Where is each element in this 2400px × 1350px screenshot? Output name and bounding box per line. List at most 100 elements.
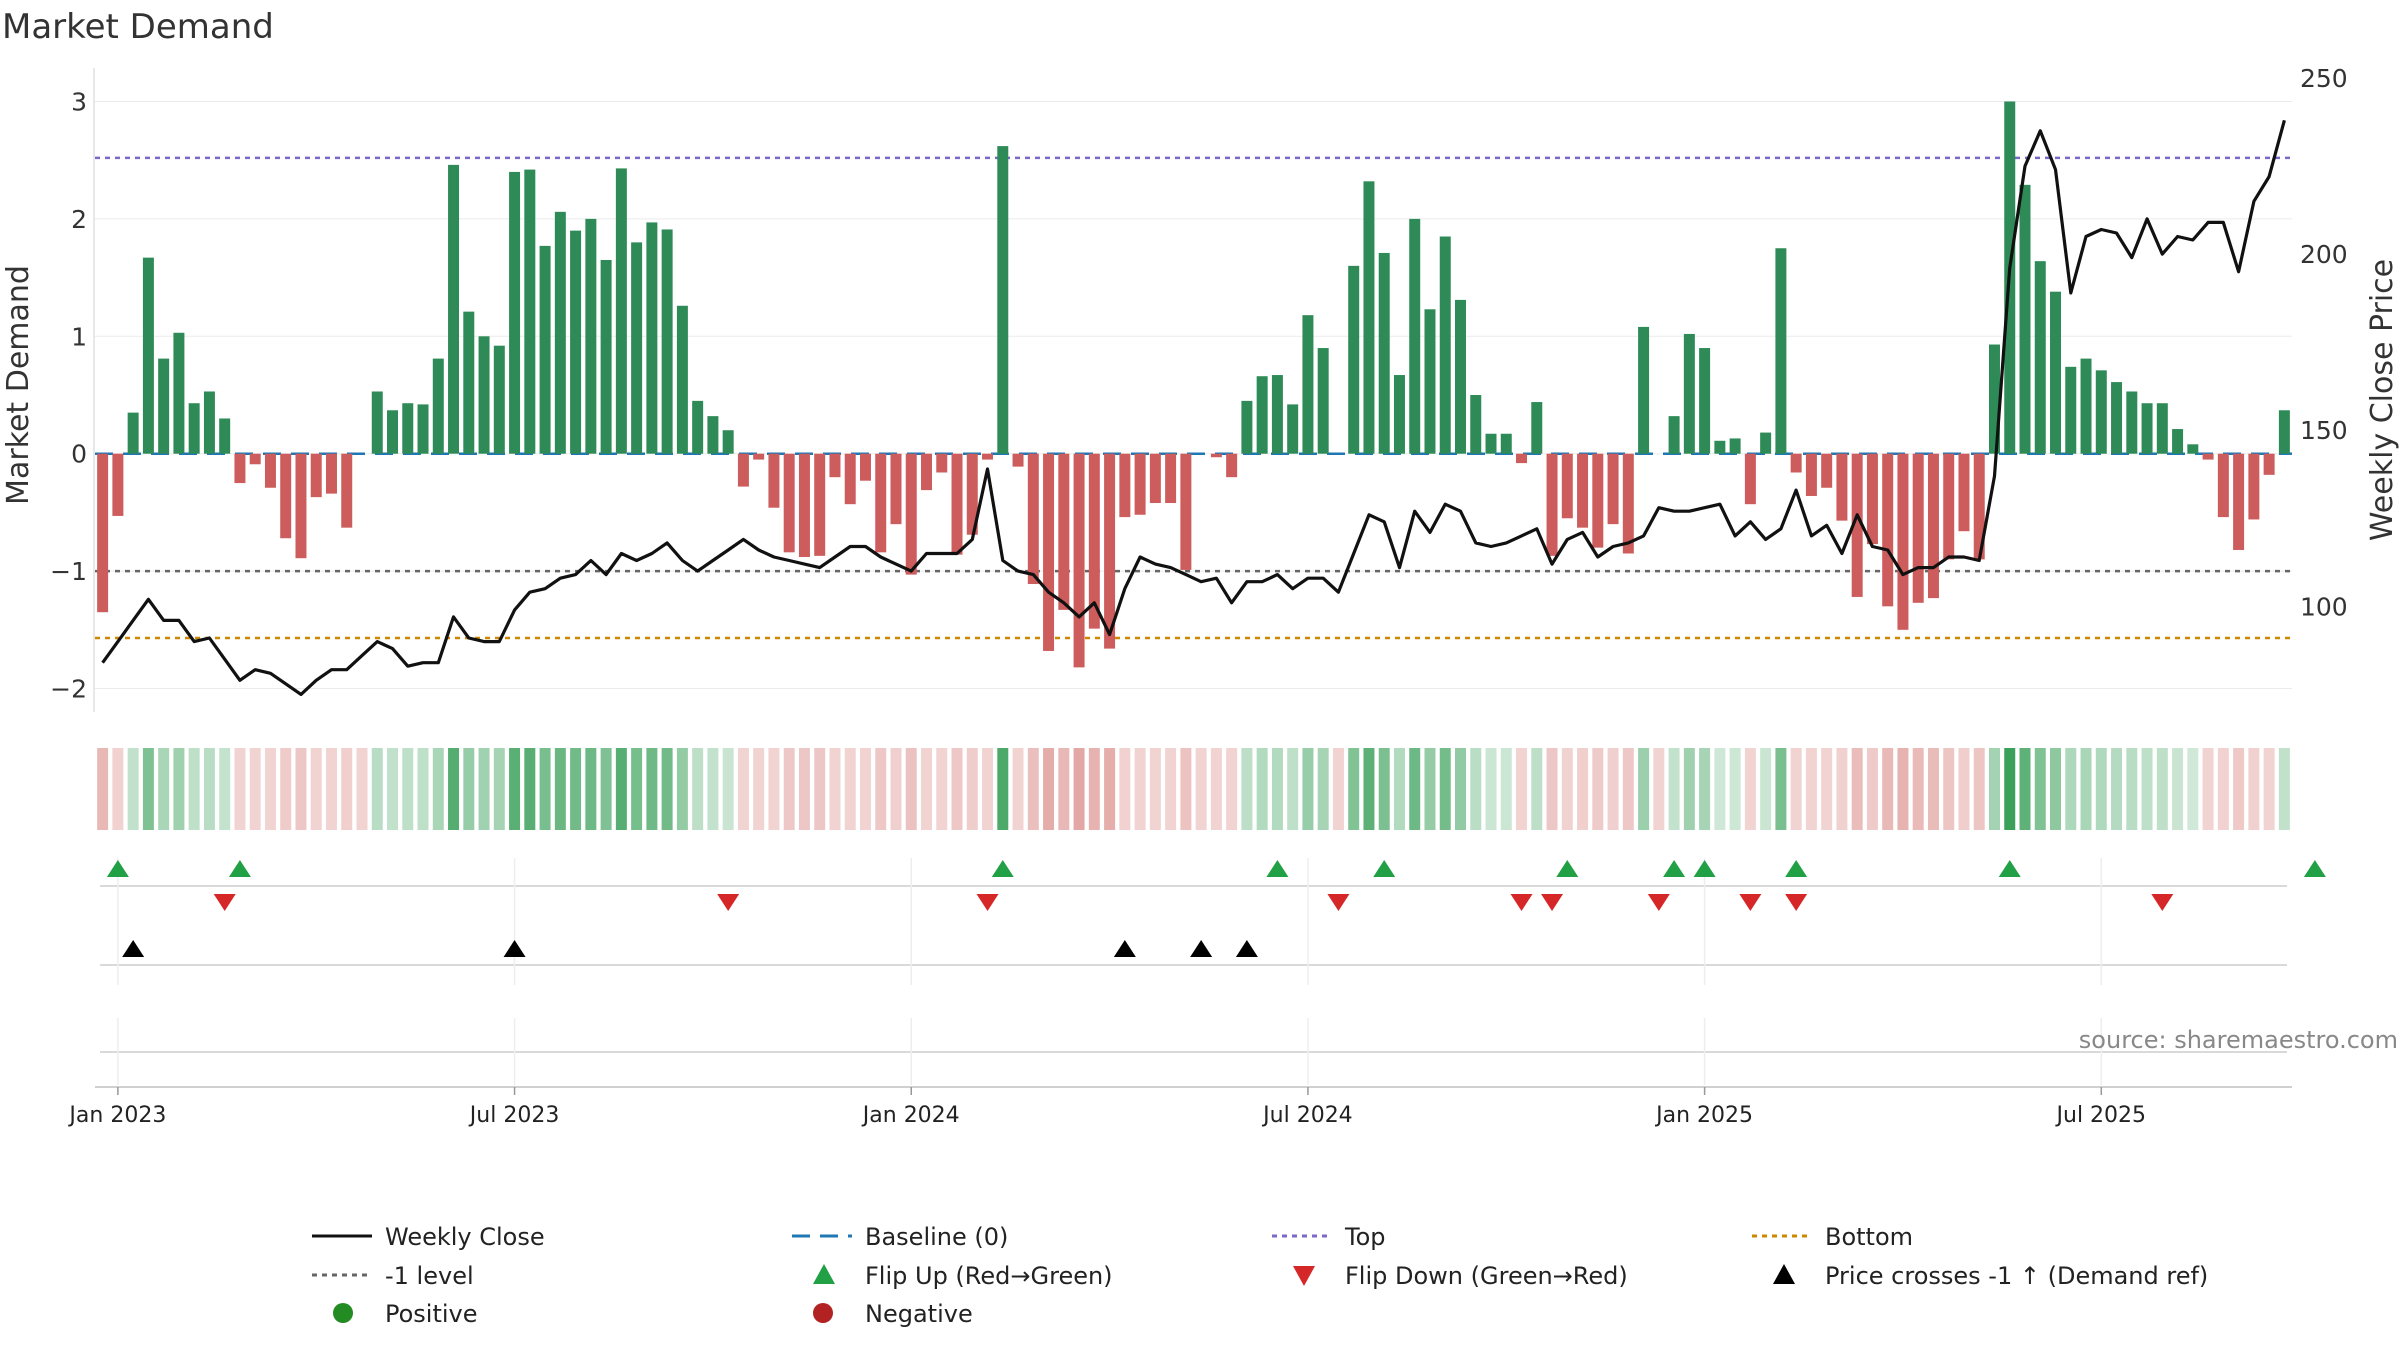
demand-bar — [737, 453, 749, 487]
demand-bar — [142, 257, 154, 454]
demand-bar — [768, 453, 780, 508]
legend-label-bottom: Bottom — [1825, 1223, 1913, 1251]
flip-down-marker — [1510, 894, 1533, 911]
strip-cell — [1180, 748, 1192, 830]
strip-cell — [1836, 748, 1848, 830]
weekly-close-series — [101, 119, 2286, 697]
strip-cell — [1104, 748, 1116, 830]
y-tick-label-left: 1 — [71, 322, 87, 351]
demand-bar — [371, 391, 383, 454]
legend-item-top: Top — [1272, 1223, 1386, 1251]
demand-bar — [600, 259, 612, 454]
demand-bar — [905, 453, 917, 575]
strip-cell — [2034, 748, 2046, 830]
demand-bar — [1561, 453, 1573, 519]
strip-cell — [1317, 748, 1329, 830]
demand-bar — [2111, 382, 2123, 454]
demand-bar — [1470, 395, 1482, 454]
flip-down-marker — [1785, 894, 1808, 911]
demand-bar — [1165, 453, 1177, 504]
y-tick-label-right: 200 — [2300, 240, 2348, 269]
demand-bar — [661, 229, 673, 454]
strip-cell — [1393, 748, 1405, 830]
strip-cell — [1195, 748, 1207, 830]
strip-cell — [982, 748, 994, 830]
y-tick-label-right: 100 — [2300, 592, 2348, 621]
demand-bar — [982, 453, 994, 460]
demand-bar — [1790, 453, 1802, 473]
demand-bar — [859, 453, 871, 481]
strip-cell — [798, 748, 810, 830]
legend-label-minus-one: -1 level — [385, 1262, 474, 1290]
strip-cell — [97, 748, 109, 830]
demand-bar — [448, 164, 460, 454]
demand-bar — [1592, 453, 1604, 548]
price-cross-marker — [1113, 940, 1136, 957]
legend-item-negative: Negative — [813, 1300, 973, 1328]
demand-bar — [1409, 218, 1421, 454]
demand-bar — [509, 171, 521, 454]
demand-bar — [1455, 299, 1466, 454]
legend-item-weekly-close: Weekly Close — [312, 1223, 545, 1251]
demand-bars — [97, 101, 2290, 668]
demand-bar — [1943, 453, 1955, 560]
strip-cell — [1577, 748, 1589, 830]
strip-cell — [1546, 748, 1558, 830]
demand-bar — [829, 453, 841, 478]
strip-cell — [829, 748, 841, 830]
y-tick-label-left: 2 — [71, 205, 87, 234]
demand-bar — [2019, 184, 2031, 454]
demand-bar — [966, 453, 978, 535]
demand-bar — [2248, 453, 2260, 520]
demand-bar — [615, 168, 627, 454]
strip-cell — [1241, 748, 1253, 830]
gridlines — [95, 100, 2292, 690]
strip-cell — [1409, 748, 1421, 830]
demand-bar — [1668, 416, 1680, 454]
flip-up-marker — [1373, 860, 1396, 877]
y-axis-label-left: Market Demand — [1, 265, 36, 505]
strip-cell — [432, 748, 444, 830]
strip-cell — [2202, 748, 2214, 830]
x-tick-label: Jul 2025 — [2055, 1103, 2147, 1128]
legend-item-baseline: Baseline (0) — [792, 1223, 1008, 1251]
strip-cell — [646, 748, 658, 830]
strip-cell — [1134, 748, 1146, 830]
weekly-close-line — [101, 119, 2286, 697]
strip-cell — [951, 748, 963, 830]
strip-cell — [2217, 748, 2229, 830]
legend-marker-price-cross — [1773, 1264, 1795, 1284]
legend-label-baseline: Baseline (0) — [865, 1223, 1008, 1251]
demand-bar — [295, 453, 307, 559]
flip-down-marker — [1541, 894, 1564, 911]
strip-cell — [127, 748, 139, 830]
legend-marker-negative — [813, 1303, 833, 1323]
demand-bar — [1256, 376, 1268, 454]
demand-bar — [951, 453, 963, 555]
strip-cell — [1531, 748, 1543, 830]
demand-bar — [1043, 453, 1055, 651]
strip-cell — [1882, 748, 1894, 830]
x-tick-label: Jan 2025 — [1654, 1103, 1753, 1128]
demand-bar — [1104, 453, 1116, 649]
demand-bar — [2172, 429, 2184, 454]
strip-cell — [2004, 748, 2016, 830]
demand-bar — [310, 453, 322, 498]
demand-bar — [1866, 453, 1878, 545]
demand-bar — [264, 453, 276, 488]
demand-bar — [2034, 261, 2046, 454]
demand-bar — [1836, 453, 1848, 521]
demand-bar — [1577, 453, 1589, 528]
strip-cell — [1012, 748, 1024, 830]
strip-cell — [2263, 748, 2275, 830]
demand-bar — [2095, 370, 2107, 454]
strip-cell — [509, 748, 521, 830]
left-axis: 3 2 1 0 −1 −2 — [50, 68, 95, 712]
flip-up-marker — [1998, 860, 2021, 877]
demand-bar — [798, 453, 810, 558]
flip-up-marker — [1663, 860, 1686, 877]
legend-marker-flip-up — [813, 1264, 835, 1284]
demand-bar — [936, 453, 948, 473]
legend-marker-flip-down — [1293, 1266, 1315, 1286]
demand-bar — [1805, 453, 1817, 496]
